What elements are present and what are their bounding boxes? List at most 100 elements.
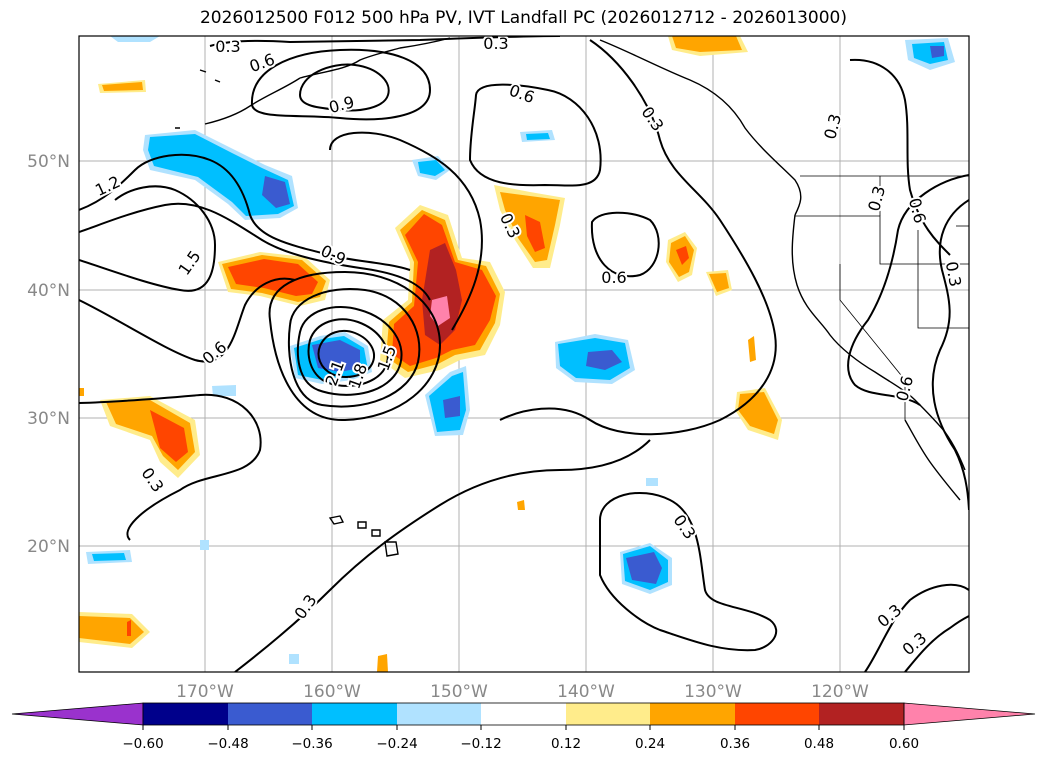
hawaii-4 xyxy=(384,541,399,557)
lon-label-140w: 140°W xyxy=(557,682,615,702)
pos-blob-central-48 xyxy=(422,243,462,345)
state-border-3 xyxy=(917,230,969,329)
map-panel xyxy=(79,36,969,672)
pos-blob-top-24 xyxy=(672,36,742,52)
pos-blob-e1-36 xyxy=(676,246,689,265)
contour-0.3-south xyxy=(234,439,651,672)
pos-blob-west-36 xyxy=(228,259,318,296)
contour-1.5 xyxy=(79,185,217,292)
colorbar-segment xyxy=(143,703,228,725)
neg-blob-low-36 xyxy=(312,340,360,372)
colorbar-segment xyxy=(397,703,481,725)
neg-blob-w2 xyxy=(212,385,236,396)
lon-label-120w: 120°W xyxy=(811,682,869,702)
lat-label-30n: 30°N xyxy=(27,409,70,429)
contour-0.6-ring xyxy=(250,48,432,121)
colorbar-frame xyxy=(142,702,905,726)
colorbar-tick-label: 0.60 xyxy=(889,736,919,752)
contour-0.3-eastpac xyxy=(849,58,951,256)
colorbar-ticks xyxy=(142,725,905,730)
colorbar-tick-label: −0.24 xyxy=(376,736,417,752)
hawaii-2 xyxy=(357,521,367,529)
lon-label-170w: 170°W xyxy=(176,682,234,702)
pos-blob-ne-36 xyxy=(525,215,545,252)
contour-0.3-east xyxy=(499,39,777,436)
neg-blob-south-36 xyxy=(626,552,662,584)
contour-0.3-main xyxy=(79,393,262,541)
colorbar-tick-label: −0.12 xyxy=(460,736,501,752)
lon-label-130w: 130°W xyxy=(684,682,742,702)
neg-blob-n1-24 xyxy=(418,160,445,176)
hawaii-1 xyxy=(328,515,345,525)
colorbar-segment xyxy=(228,703,312,725)
contour-0.3-s2 xyxy=(599,491,778,652)
contour-0.9-ring xyxy=(298,63,390,112)
colorbar-extend-high xyxy=(903,702,1036,726)
borders xyxy=(795,175,969,420)
neg-blob-nw-36 xyxy=(262,176,290,208)
figure-title: 2026012500 F012 500 hPa PV, IVT Landfall… xyxy=(199,8,847,28)
neg-blob-top-left xyxy=(110,36,160,42)
neg-blob-w5 xyxy=(646,478,658,486)
contour-0.9 xyxy=(79,202,431,301)
lat-labels: 50°N 40°N 30°N 20°N xyxy=(27,152,70,557)
colorbar-extend-low xyxy=(11,702,144,726)
colorbar-tick-label: 0.24 xyxy=(635,736,665,752)
colorbar-segment xyxy=(481,703,566,725)
contour-0.6-east xyxy=(590,211,660,278)
colorbar-tick-label: −0.36 xyxy=(291,736,332,752)
pos-blob-sw-36 xyxy=(150,410,188,462)
shading-negative xyxy=(86,36,955,664)
colorbar-segment xyxy=(312,703,397,725)
alaska-islands xyxy=(175,69,221,129)
lon-label-150w: 150°W xyxy=(430,682,488,702)
coastlines xyxy=(175,37,966,557)
map-border xyxy=(78,35,970,673)
contour-label: 0.6 xyxy=(601,268,626,287)
pos-blob-edge xyxy=(79,388,84,396)
colorbar-tick-label: 0.48 xyxy=(804,736,834,752)
shading-positive xyxy=(79,36,782,672)
colorbar-tick-label: −0.60 xyxy=(122,736,163,752)
pos-blob-e4 xyxy=(748,336,756,362)
hawaii-3 xyxy=(371,529,381,537)
contour-0.6-coast xyxy=(847,174,969,406)
alaska-peninsula xyxy=(204,77,301,125)
pos-blob-bl-36 xyxy=(127,620,131,636)
state-border-1 xyxy=(795,215,969,265)
colorbar-tick-label: 0.36 xyxy=(720,736,750,752)
neg-blob-n2-24 xyxy=(526,133,550,140)
colorbar-segment xyxy=(650,703,735,725)
contour-label: 0.3 xyxy=(483,34,508,53)
pv-contours xyxy=(79,36,969,672)
pos-blob-small-s2 xyxy=(517,500,525,510)
contour-low-2 xyxy=(307,318,389,387)
contour-low-5 xyxy=(268,270,442,422)
colorbar-tick-label: 0.12 xyxy=(551,736,581,752)
contour-0.3-coast2 xyxy=(931,199,969,511)
us-west-coast xyxy=(791,214,966,471)
state-border-4 xyxy=(839,264,906,420)
contour-0.3-se1 xyxy=(864,583,969,672)
colorbar-segment xyxy=(735,703,819,725)
colorbar-segment xyxy=(819,703,904,725)
pos-blob-nw-24 xyxy=(102,82,143,91)
contour-1.2 xyxy=(79,153,411,271)
contour-low-4 xyxy=(287,288,421,408)
neg-blob-mid-36 xyxy=(443,396,460,418)
neg-blob-w1-24 xyxy=(92,553,126,561)
contour-low-3 xyxy=(317,329,375,378)
alaska-coast xyxy=(299,37,451,79)
lon-label-160w: 160°W xyxy=(303,682,361,702)
lat-label-20n: 20°N xyxy=(27,537,70,557)
contour-0.6-loop xyxy=(468,83,602,187)
neg-blob-w3 xyxy=(200,540,209,550)
pos-blob-small-s xyxy=(377,654,388,672)
pos-blob-e2-24 xyxy=(709,273,729,292)
contour-0.3-trough xyxy=(329,131,483,331)
colorbar-segment xyxy=(566,703,650,725)
lat-label-50n: 50°N xyxy=(27,152,70,172)
canada-coast xyxy=(599,39,802,216)
colorbar-tick-label: −0.48 xyxy=(207,736,248,752)
